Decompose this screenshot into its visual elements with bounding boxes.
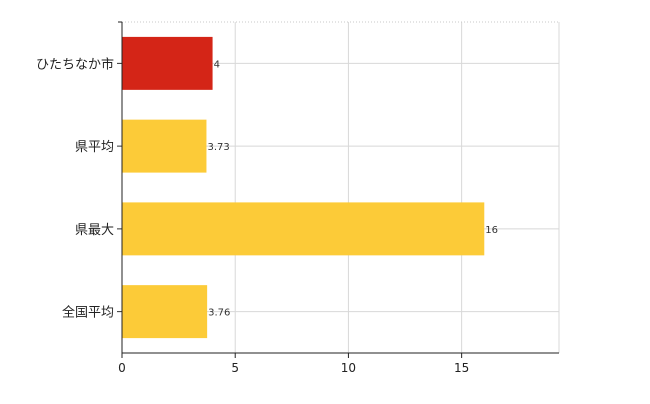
x-tick-label: 5 xyxy=(231,361,239,375)
bar-value-label: 3.73 xyxy=(207,142,229,153)
category-label: 全国平均 xyxy=(62,305,114,321)
bar-4 xyxy=(122,285,208,339)
bar-1 xyxy=(122,36,213,90)
value-labels: 4 3.73 16 3.76 xyxy=(207,59,498,318)
x-tick-label: 0 xyxy=(118,361,126,375)
bar-value-label: 16 xyxy=(485,225,498,236)
x-tick-label: 10 xyxy=(341,361,356,375)
x-tick-label: 15 xyxy=(454,361,469,375)
bar-value-label: 3.76 xyxy=(208,308,230,319)
bars xyxy=(122,36,485,339)
bar-3 xyxy=(122,202,485,256)
bar-value-label: 4 xyxy=(214,59,220,70)
category-label: 県平均 xyxy=(75,140,114,155)
category-label: ひたちなか市 xyxy=(36,56,114,72)
bar-2 xyxy=(122,119,207,173)
category-label: 県最大 xyxy=(75,223,114,238)
